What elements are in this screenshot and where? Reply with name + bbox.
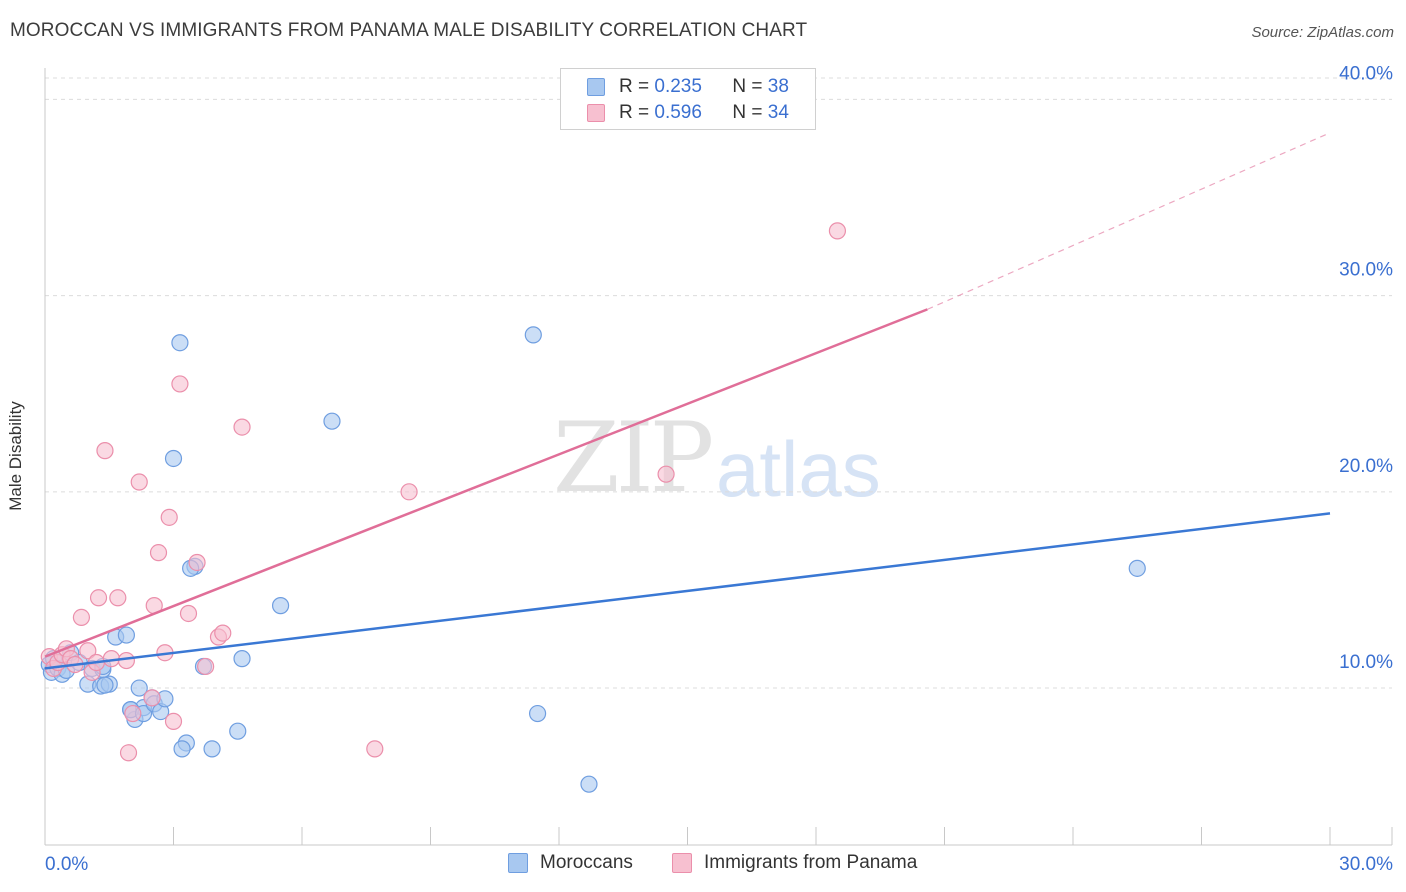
y-axis-label: Male Disability bbox=[6, 401, 25, 511]
moroccans-trendline bbox=[44, 512, 1331, 670]
y-tick-label: 30.0% bbox=[1339, 260, 1393, 281]
bottom-legend-label: Moroccans bbox=[540, 852, 633, 873]
panama-point bbox=[119, 744, 138, 762]
moroccans-point bbox=[271, 597, 290, 615]
bottom-legend-panama: Immigrants from Panama bbox=[672, 852, 917, 874]
moroccans-point bbox=[203, 740, 221, 758]
source-label: Source: ZipAtlas.com bbox=[1251, 24, 1394, 41]
legend-n-value: 38 bbox=[767, 76, 789, 97]
legend: R = 0.235 N = 38 R = 0.596 N = 34 bbox=[560, 68, 816, 130]
panama-point bbox=[188, 553, 206, 572]
x-tick-label: 0.0% bbox=[45, 854, 88, 875]
panama-point bbox=[89, 589, 108, 607]
panama-trendline-extension bbox=[927, 132, 1331, 310]
panama-point bbox=[164, 712, 183, 730]
watermark-zip: ZIP bbox=[553, 402, 714, 514]
x-tick-label: 30.0% bbox=[1339, 854, 1393, 875]
panama-point bbox=[828, 222, 847, 240]
panama-point bbox=[233, 418, 251, 436]
y-tick-label: 10.0% bbox=[1339, 652, 1393, 673]
bottom-legend-label: Immigrants from Panama bbox=[704, 852, 918, 873]
panama-point bbox=[197, 657, 215, 676]
panama-point bbox=[117, 651, 135, 670]
legend-r-label: R = bbox=[619, 102, 655, 123]
moroccans-point bbox=[524, 326, 542, 344]
legend-swatch-moroccans bbox=[587, 78, 605, 96]
panama-point bbox=[109, 589, 127, 607]
bottom-legend-swatch-panama bbox=[672, 853, 692, 873]
bottom-legend-swatch-moroccans bbox=[508, 853, 528, 873]
panama-point bbox=[214, 624, 232, 642]
panama-point bbox=[72, 608, 91, 627]
legend-n-label: N = bbox=[732, 102, 768, 123]
panama-point bbox=[657, 465, 675, 483]
bottom-legend-moroccans: Moroccans bbox=[508, 852, 633, 874]
moroccans-point bbox=[229, 722, 247, 740]
panama-point bbox=[160, 508, 178, 526]
panama-point bbox=[124, 704, 142, 723]
moroccans-point bbox=[164, 449, 183, 468]
moroccans-point bbox=[528, 704, 547, 723]
moroccans-point bbox=[323, 412, 341, 430]
panama-trendline bbox=[44, 308, 928, 658]
moroccans-point bbox=[117, 626, 135, 644]
legend-r-label: R = bbox=[619, 76, 655, 97]
panama-point bbox=[366, 740, 384, 758]
legend-n-label: N = bbox=[732, 76, 768, 97]
moroccans-point bbox=[173, 740, 191, 758]
panama-point bbox=[79, 642, 97, 660]
panama-point bbox=[149, 544, 168, 562]
legend-n-value: 34 bbox=[767, 102, 789, 123]
legend-r-value: 0.235 bbox=[654, 76, 702, 97]
chart-title: MOROCCAN VS IMMIGRANTS FROM PANAMA MALE … bbox=[10, 20, 808, 41]
moroccans-point bbox=[96, 676, 114, 694]
panama-point bbox=[171, 375, 189, 393]
panama-point bbox=[400, 483, 418, 501]
moroccans-point bbox=[233, 650, 251, 668]
moroccans-point bbox=[1128, 559, 1146, 577]
moroccans-point bbox=[580, 775, 598, 793]
panama-point bbox=[179, 604, 198, 623]
moroccans-point bbox=[171, 334, 189, 352]
bottom-legend: Moroccans Immigrants from Panama bbox=[0, 852, 1406, 878]
moroccans-point bbox=[130, 679, 148, 697]
panama-point bbox=[130, 473, 148, 491]
watermark-atlas: atlas bbox=[716, 425, 881, 513]
legend-r-value: 0.596 bbox=[654, 102, 702, 123]
panama-point bbox=[143, 689, 161, 707]
y-tick-label: 20.0% bbox=[1339, 456, 1393, 477]
legend-swatch-panama bbox=[587, 104, 605, 122]
panama-point bbox=[96, 442, 114, 460]
legend-row-panama: R = 0.596 N = 34 bbox=[587, 101, 789, 125]
legend-row-moroccans: R = 0.235 N = 38 bbox=[587, 75, 789, 99]
y-tick-label: 40.0% bbox=[1339, 63, 1393, 84]
